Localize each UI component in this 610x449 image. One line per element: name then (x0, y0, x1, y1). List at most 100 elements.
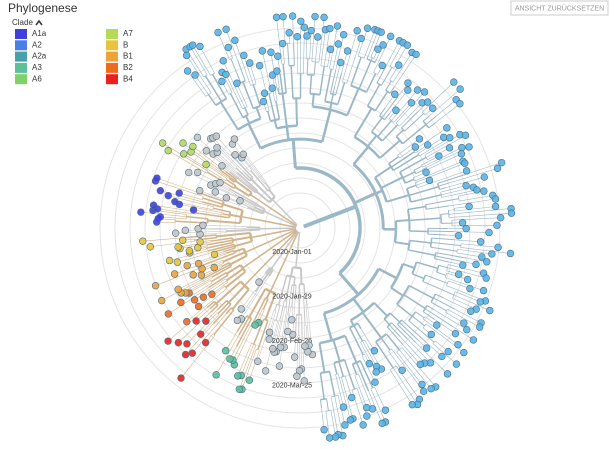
tip[interactable] (156, 213, 164, 221)
tip[interactable] (210, 263, 218, 272)
tip[interactable] (255, 278, 263, 286)
tip[interactable] (326, 45, 335, 54)
tip[interactable] (251, 321, 259, 329)
tip[interactable] (353, 26, 361, 35)
tip[interactable] (137, 208, 145, 216)
tip[interactable] (265, 335, 273, 343)
tip[interactable] (418, 380, 426, 389)
tip[interactable] (181, 226, 190, 235)
tip[interactable] (164, 146, 172, 155)
tip[interactable] (304, 348, 312, 356)
tip[interactable] (153, 174, 161, 182)
tip[interactable] (480, 187, 488, 195)
tip[interactable] (199, 221, 207, 229)
reset-button[interactable] (510, 0, 609, 16)
tip[interactable] (146, 243, 155, 251)
tip[interactable] (191, 71, 199, 79)
tip[interactable] (173, 258, 182, 266)
tip[interactable] (506, 249, 515, 258)
tip[interactable] (462, 224, 470, 233)
tip[interactable] (465, 143, 473, 151)
tip[interactable] (461, 159, 469, 167)
tip[interactable] (293, 32, 301, 41)
tip[interactable] (139, 237, 147, 245)
tip[interactable] (372, 368, 380, 376)
tip[interactable] (333, 22, 342, 30)
tip[interactable] (507, 209, 516, 217)
tip[interactable] (202, 160, 210, 169)
tip[interactable] (183, 317, 191, 326)
tip[interactable] (450, 78, 458, 86)
tip[interactable] (445, 144, 454, 152)
tip[interactable] (391, 90, 399, 98)
tip[interactable] (235, 385, 244, 393)
tip[interactable] (164, 191, 172, 200)
tip[interactable] (188, 349, 196, 357)
tip[interactable] (218, 162, 226, 170)
tip[interactable] (278, 39, 287, 48)
tip[interactable] (189, 206, 198, 214)
tip[interactable] (189, 142, 197, 151)
tip[interactable] (151, 281, 160, 290)
legend-swatch[interactable] (15, 40, 27, 51)
tip[interactable] (199, 293, 208, 301)
legend-swatch[interactable] (106, 74, 118, 85)
tip[interactable] (265, 328, 274, 337)
tip[interactable] (221, 347, 230, 355)
tip[interactable] (412, 50, 420, 59)
tip[interactable] (416, 360, 424, 369)
legend-swatch[interactable] (106, 62, 118, 73)
tip[interactable] (496, 213, 505, 222)
tip[interactable] (493, 164, 502, 173)
tip[interactable] (482, 274, 490, 282)
tip[interactable] (216, 178, 224, 187)
tip[interactable] (480, 173, 488, 181)
tip[interactable] (491, 202, 500, 211)
tip[interactable] (458, 143, 466, 152)
tip[interactable] (438, 352, 446, 361)
tip[interactable] (255, 61, 264, 70)
tip[interactable] (288, 12, 297, 20)
tip[interactable] (240, 51, 248, 60)
tip[interactable] (357, 34, 365, 43)
tip[interactable] (497, 158, 506, 167)
tip[interactable] (267, 48, 275, 56)
tip[interactable] (491, 195, 500, 203)
legend-swatch[interactable] (15, 29, 27, 39)
tip[interactable] (452, 360, 461, 368)
tip[interactable] (341, 421, 349, 429)
tip[interactable] (320, 13, 328, 22)
tip[interactable] (386, 32, 395, 41)
tip[interactable] (290, 353, 299, 361)
tip[interactable] (236, 197, 244, 205)
tip[interactable] (275, 362, 284, 370)
tip[interactable] (182, 51, 191, 60)
legend-label[interactable]: A7 (123, 29, 133, 38)
tip[interactable] (196, 238, 204, 246)
tip[interactable] (246, 59, 254, 67)
tip[interactable] (446, 134, 454, 142)
tip[interactable] (463, 275, 472, 284)
tip[interactable] (378, 419, 386, 428)
tip[interactable] (433, 321, 441, 329)
tip[interactable] (212, 371, 220, 379)
tip[interactable] (214, 28, 222, 37)
tip[interactable] (325, 434, 334, 442)
tip[interactable] (245, 376, 254, 384)
legend-label[interactable]: B (123, 40, 128, 49)
tip[interactable] (179, 139, 187, 147)
tip[interactable] (193, 133, 202, 142)
tip[interactable] (297, 17, 305, 25)
tip[interactable] (231, 151, 239, 159)
reset-button-label[interactable]: ANSICHT ZURÜCKSETZEN (515, 4, 604, 12)
tip[interactable] (175, 189, 183, 197)
tip[interactable] (272, 13, 281, 22)
tip[interactable] (237, 305, 246, 313)
tip[interactable] (300, 23, 309, 32)
tip[interactable] (193, 168, 202, 177)
tip[interactable] (190, 296, 199, 304)
tip[interactable] (174, 285, 182, 294)
tip[interactable] (198, 265, 206, 273)
tip[interactable] (459, 261, 467, 269)
tip[interactable] (392, 106, 400, 114)
